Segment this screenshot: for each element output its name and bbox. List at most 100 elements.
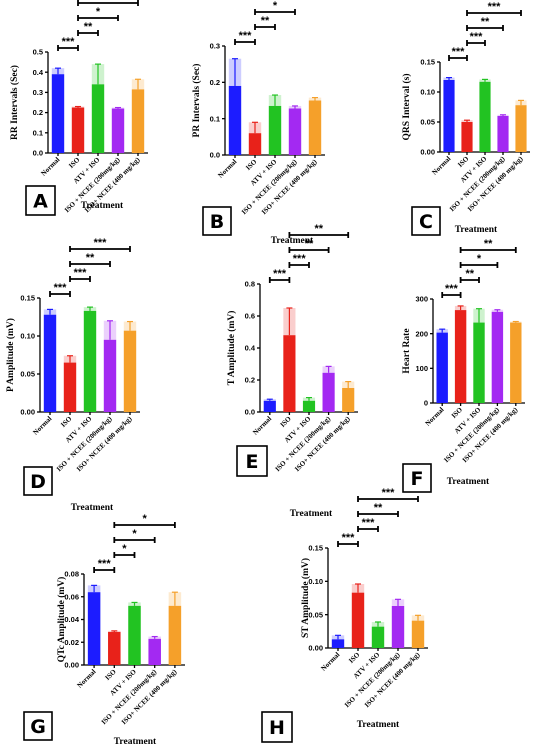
panel-letter-box [402, 463, 432, 493]
bar [43, 314, 57, 412]
bar [331, 639, 345, 648]
panel-letter: G [30, 716, 46, 738]
bar [263, 400, 276, 412]
significance-stars: * [273, 0, 278, 12]
y-axis-title: ST Amplitude (mV) [300, 558, 311, 638]
y-tick-label: 0.15 [420, 58, 435, 67]
bar [302, 400, 316, 412]
significance-stars: ** [86, 252, 95, 264]
panel-letter: C [419, 211, 433, 233]
y-tick-label: 0.2 [210, 78, 220, 87]
x-axis-title: Treatment [357, 720, 400, 730]
category-label: ISO [279, 414, 294, 429]
significance-stars: * [132, 528, 137, 540]
bar [411, 620, 425, 648]
bar [103, 339, 117, 412]
significance-stars: *** [382, 487, 396, 499]
y-axis-title: PR Intervals (Sec) [191, 64, 202, 138]
y-tick-label: 0.0 [33, 149, 43, 158]
panel-letter: D [30, 471, 46, 493]
y-axis-title: QRS Interval (s) [401, 73, 412, 140]
panel-letter: E [246, 451, 259, 473]
bar [461, 122, 473, 152]
bar [87, 592, 101, 665]
significance-stars: *** [62, 36, 76, 48]
bar [148, 638, 161, 665]
panel-letter-box [411, 206, 441, 236]
significance-stars: ** [104, 0, 113, 3]
significance-stars: *** [362, 517, 376, 529]
significance-stars: ** [484, 238, 493, 250]
y-tick-label: 0.2 [245, 376, 255, 385]
y-tick-label: 100 [415, 364, 428, 373]
y-tick-label: 0.00 [308, 644, 323, 653]
bar [322, 372, 335, 412]
significance-stars: *** [293, 253, 307, 265]
bar [436, 332, 448, 403]
y-tick-label: 0.0 [210, 151, 220, 160]
significance-stars: ** [84, 21, 93, 33]
y-tick-label: 0.10 [420, 88, 435, 97]
x-axis-title: Treatment [71, 503, 114, 513]
bar [342, 388, 355, 412]
y-tick-label: 0.1 [33, 128, 43, 137]
significance-stars: *** [273, 268, 287, 280]
significance-stars: *** [488, 1, 502, 13]
significance-stars: *** [94, 237, 108, 249]
bar [51, 74, 65, 153]
y-tick-label: 0.15 [20, 294, 35, 303]
y-axis-title: T Amplitude (mV) [226, 311, 237, 386]
y-tick-label: 0.3 [210, 42, 220, 51]
y-tick-label: 0 [424, 399, 428, 408]
significance-stars: ** [315, 223, 324, 235]
y-tick-label: 0.3 [33, 88, 43, 97]
category-label: Normal [320, 651, 342, 673]
bar [479, 81, 491, 152]
bar [454, 310, 467, 403]
category-label: Normal [76, 668, 98, 690]
y-tick-label: 0.00 [64, 661, 79, 670]
y-tick-label: 0.4 [245, 344, 256, 353]
panel-letter-box [23, 466, 53, 496]
x-axis-title: Treatment [290, 509, 333, 519]
y-tick-label: 0.05 [420, 118, 435, 127]
y-tick-label: 0.0 [245, 408, 255, 417]
bar [63, 362, 77, 412]
category-label: ISO [67, 155, 82, 170]
significance-stars: *** [452, 46, 466, 58]
y-tick-label: 0.06 [64, 592, 79, 601]
category-label: Normal [431, 155, 453, 177]
x-axis-title: Treatment [114, 737, 157, 747]
category-label: ISO [244, 157, 259, 172]
bar [283, 335, 296, 412]
significance-stars: ** [305, 238, 314, 250]
bar [473, 322, 485, 403]
bar [123, 330, 137, 412]
y-tick-label: 0.00 [420, 148, 435, 157]
x-axis-title: Treatment [455, 225, 498, 235]
y-tick-label: 0.10 [20, 332, 35, 341]
bar [71, 107, 85, 153]
bar [510, 322, 522, 403]
bar [131, 89, 145, 153]
y-tick-label: 0.15 [308, 544, 323, 553]
category-label: Normal [251, 415, 273, 437]
significance-stars: ** [481, 16, 490, 28]
panel-letter-box [261, 711, 293, 743]
bar [391, 606, 405, 648]
y-axis-title: P Amplitude (mV) [5, 318, 16, 392]
y-tick-label: 0.5 [33, 48, 43, 57]
significance-stars: *** [445, 283, 459, 295]
significance-stars: ** [261, 15, 270, 27]
y-axis-title: QTc Amplitude (mV) [56, 577, 67, 663]
bar [491, 311, 504, 403]
bar [351, 592, 365, 648]
y-axis-title: RR Intervals (Sec) [9, 65, 20, 140]
category-label: ISO [450, 405, 465, 420]
